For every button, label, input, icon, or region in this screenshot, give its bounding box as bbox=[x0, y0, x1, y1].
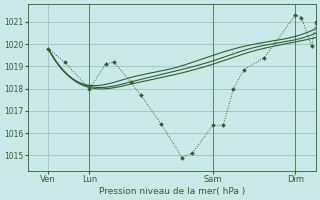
X-axis label: Pression niveau de la mer( hPa ): Pression niveau de la mer( hPa ) bbox=[99, 187, 245, 196]
